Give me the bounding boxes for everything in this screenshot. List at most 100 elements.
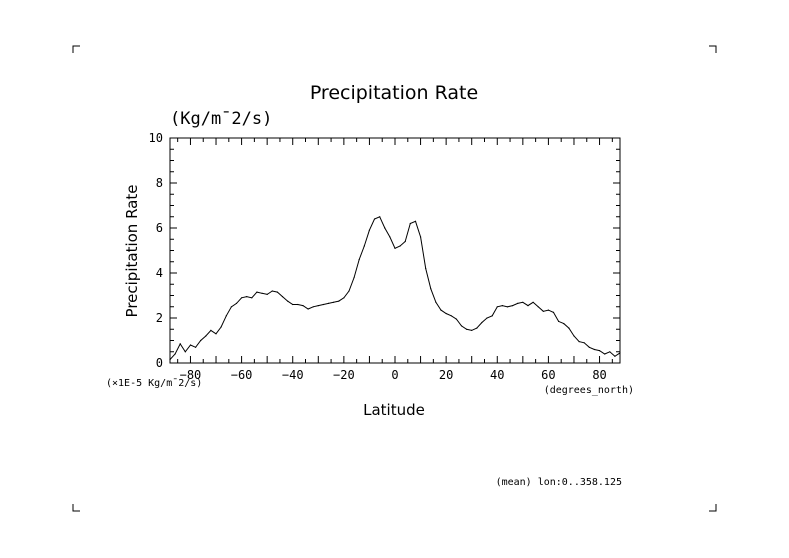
data-point bbox=[614, 355, 616, 357]
data-point bbox=[246, 296, 248, 298]
scale-note: (×1E-5 Kg/m¯2/s) bbox=[106, 378, 202, 389]
data-point bbox=[522, 301, 524, 303]
data-point bbox=[430, 288, 432, 290]
data-point bbox=[583, 342, 585, 344]
data-point bbox=[414, 220, 417, 222]
data-point bbox=[297, 303, 299, 306]
data-point bbox=[205, 335, 207, 337]
x-tick-label: 40 bbox=[490, 368, 504, 382]
data-point bbox=[460, 325, 463, 327]
corner-mark-bottom-right bbox=[709, 504, 717, 512]
series-points bbox=[169, 216, 621, 361]
x-tick-label: −60 bbox=[231, 368, 253, 382]
data-point bbox=[440, 309, 442, 311]
units-label: (Kg/m¯2/s) bbox=[170, 109, 272, 129]
data-point bbox=[558, 320, 560, 322]
data-point bbox=[235, 302, 238, 304]
data-point bbox=[604, 353, 606, 355]
data-point bbox=[527, 305, 529, 307]
data-point bbox=[322, 303, 324, 306]
data-point bbox=[179, 343, 181, 345]
data-point bbox=[230, 306, 232, 308]
data-point bbox=[200, 339, 202, 342]
data-point bbox=[276, 291, 278, 293]
data-point bbox=[220, 326, 222, 328]
data-point bbox=[241, 297, 243, 299]
data-point bbox=[210, 329, 212, 331]
data-point bbox=[445, 312, 447, 315]
data-point bbox=[195, 346, 197, 348]
x-tick-labels: −80 −60 −40 −20 0 20 40 60 80 bbox=[180, 368, 607, 382]
y-tick-label: 8 bbox=[156, 176, 163, 190]
x-tick-label: −40 bbox=[282, 368, 304, 382]
data-point bbox=[537, 306, 539, 308]
data-point bbox=[471, 329, 473, 331]
x-units-label: (degrees_north) bbox=[544, 385, 634, 396]
data-point bbox=[450, 315, 452, 317]
data-point bbox=[399, 245, 401, 247]
x-axis-label: Latitude bbox=[363, 401, 425, 419]
y-tick-label: 0 bbox=[156, 356, 163, 370]
data-point bbox=[338, 300, 340, 302]
data-point bbox=[476, 327, 478, 329]
footnote: (mean) lon:0..358.125 bbox=[496, 477, 622, 488]
x-tick-label: 20 bbox=[439, 368, 453, 382]
data-point bbox=[169, 359, 171, 361]
data-point bbox=[578, 341, 580, 343]
data-point bbox=[312, 306, 314, 308]
data-point bbox=[271, 290, 273, 292]
data-point bbox=[302, 305, 304, 307]
data-point bbox=[394, 247, 396, 249]
data-point bbox=[619, 352, 621, 354]
y-tick-labels: 0 2 4 6 8 10 bbox=[149, 131, 163, 370]
data-point bbox=[363, 245, 365, 247]
data-point bbox=[281, 296, 284, 298]
data-point bbox=[547, 309, 550, 311]
data-point bbox=[593, 348, 596, 351]
x-tick-label: 60 bbox=[541, 368, 555, 382]
data-point bbox=[466, 328, 468, 330]
data-point bbox=[307, 308, 309, 310]
x-tick-label: −80 bbox=[180, 368, 202, 382]
data-point bbox=[317, 305, 319, 307]
corner-mark-top-right bbox=[709, 45, 717, 53]
data-point bbox=[266, 293, 268, 295]
data-point bbox=[425, 267, 427, 270]
data-point bbox=[333, 301, 335, 303]
corner-marks bbox=[72, 45, 717, 512]
data-point bbox=[481, 321, 483, 324]
data-point bbox=[384, 227, 386, 229]
corner-mark-top-left bbox=[72, 45, 80, 53]
data-point bbox=[353, 276, 355, 279]
data-point bbox=[379, 216, 381, 218]
data-point bbox=[189, 344, 192, 346]
x-tick-label: 0 bbox=[391, 368, 398, 382]
chart-title: Precipitation Rate bbox=[310, 82, 478, 104]
data-point bbox=[532, 301, 534, 303]
data-point bbox=[588, 346, 590, 348]
data-point bbox=[409, 222, 411, 225]
data-point bbox=[496, 306, 498, 308]
data-point bbox=[552, 311, 555, 313]
data-point bbox=[506, 306, 509, 308]
y-tick-label: 6 bbox=[156, 221, 163, 235]
data-point bbox=[348, 290, 350, 292]
data-point bbox=[404, 240, 406, 243]
axis-ticks bbox=[170, 138, 620, 363]
data-point bbox=[256, 291, 258, 293]
y-tick-label: 10 bbox=[149, 131, 163, 145]
data-point bbox=[287, 300, 289, 302]
data-point bbox=[517, 302, 519, 304]
corner-mark-bottom-left bbox=[72, 504, 80, 512]
x-tick-label: −20 bbox=[333, 368, 355, 382]
data-point bbox=[251, 297, 253, 299]
data-point bbox=[184, 351, 186, 353]
y-tick-label: 2 bbox=[156, 311, 163, 325]
y-tick-label: 4 bbox=[156, 266, 163, 280]
data-point bbox=[343, 297, 345, 299]
data-point bbox=[368, 229, 370, 231]
x-tick-label: 80 bbox=[592, 368, 606, 382]
data-point bbox=[261, 292, 263, 294]
data-point bbox=[225, 315, 227, 317]
